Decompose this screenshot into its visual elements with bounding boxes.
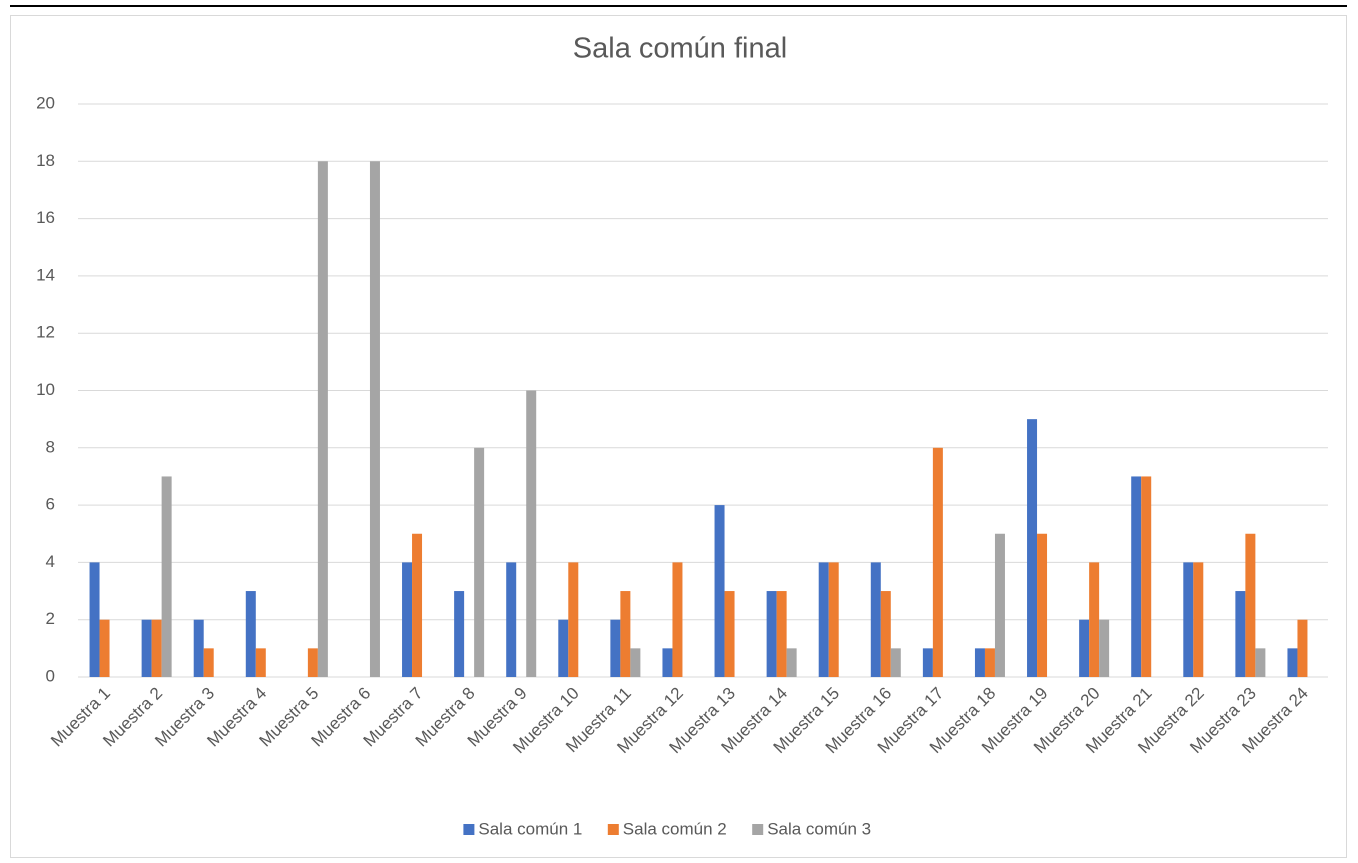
bar xyxy=(255,648,266,677)
y-tick-label: 8 xyxy=(46,437,55,456)
bar xyxy=(786,648,797,677)
bar xyxy=(317,161,328,678)
bar xyxy=(1079,619,1090,677)
legend-label: Sala común 3 xyxy=(767,819,871,838)
bar xyxy=(620,591,631,677)
bar xyxy=(984,648,995,677)
bar xyxy=(1255,648,1266,677)
y-tick-label: 10 xyxy=(36,380,55,399)
bar xyxy=(724,591,735,677)
bar xyxy=(1037,533,1048,677)
legend-swatch xyxy=(752,824,764,835)
bar xyxy=(922,648,933,677)
legend-label: Sala común 1 xyxy=(478,819,582,838)
y-tick-label: 2 xyxy=(46,609,55,628)
bar xyxy=(662,648,673,677)
legend-swatch xyxy=(607,824,619,835)
bar xyxy=(870,562,881,677)
y-tick-label: 12 xyxy=(36,323,55,342)
bar xyxy=(890,648,901,677)
bar xyxy=(610,619,621,677)
bar xyxy=(568,562,579,677)
bar xyxy=(1089,562,1100,677)
y-tick-label: 18 xyxy=(36,151,55,170)
bar xyxy=(880,591,891,677)
bar xyxy=(714,505,725,677)
bar xyxy=(245,591,256,677)
bar xyxy=(994,533,1005,677)
bar xyxy=(203,648,214,677)
bar xyxy=(1297,619,1308,677)
bar xyxy=(1141,476,1152,677)
bar xyxy=(1027,419,1038,677)
bar xyxy=(818,562,829,677)
bar xyxy=(526,390,537,677)
bar xyxy=(141,619,152,677)
bar xyxy=(932,447,943,677)
bar xyxy=(1131,476,1142,677)
bar xyxy=(630,648,641,677)
bar xyxy=(1193,562,1204,677)
bar xyxy=(402,562,413,677)
bar xyxy=(1287,648,1298,677)
bar xyxy=(454,591,465,677)
y-tick-label: 6 xyxy=(46,495,55,514)
bar xyxy=(474,447,485,677)
bar xyxy=(776,591,787,677)
legend-label: Sala común 2 xyxy=(623,819,727,838)
bar xyxy=(193,619,204,677)
bar xyxy=(151,619,162,677)
bar xyxy=(766,591,777,677)
chart-frame xyxy=(10,15,1347,858)
bar xyxy=(828,562,839,677)
bar xyxy=(558,619,569,677)
bar xyxy=(412,533,423,677)
bar xyxy=(1235,591,1246,677)
legend-swatch xyxy=(463,824,475,835)
bar xyxy=(506,562,517,677)
bar xyxy=(307,648,318,677)
chart-title: Sala común final xyxy=(573,33,787,65)
bar xyxy=(974,648,985,677)
bar xyxy=(99,619,110,677)
bar xyxy=(1183,562,1194,677)
bar xyxy=(161,476,172,677)
y-tick-label: 14 xyxy=(36,265,55,284)
bar xyxy=(1099,619,1110,677)
bar xyxy=(89,562,100,677)
bar xyxy=(369,161,380,678)
y-tick-label: 16 xyxy=(36,208,55,227)
bar xyxy=(1245,533,1256,677)
y-tick-label: 0 xyxy=(46,666,55,685)
y-tick-label: 4 xyxy=(46,552,55,571)
y-tick-label: 20 xyxy=(36,93,55,112)
bar xyxy=(672,562,683,677)
